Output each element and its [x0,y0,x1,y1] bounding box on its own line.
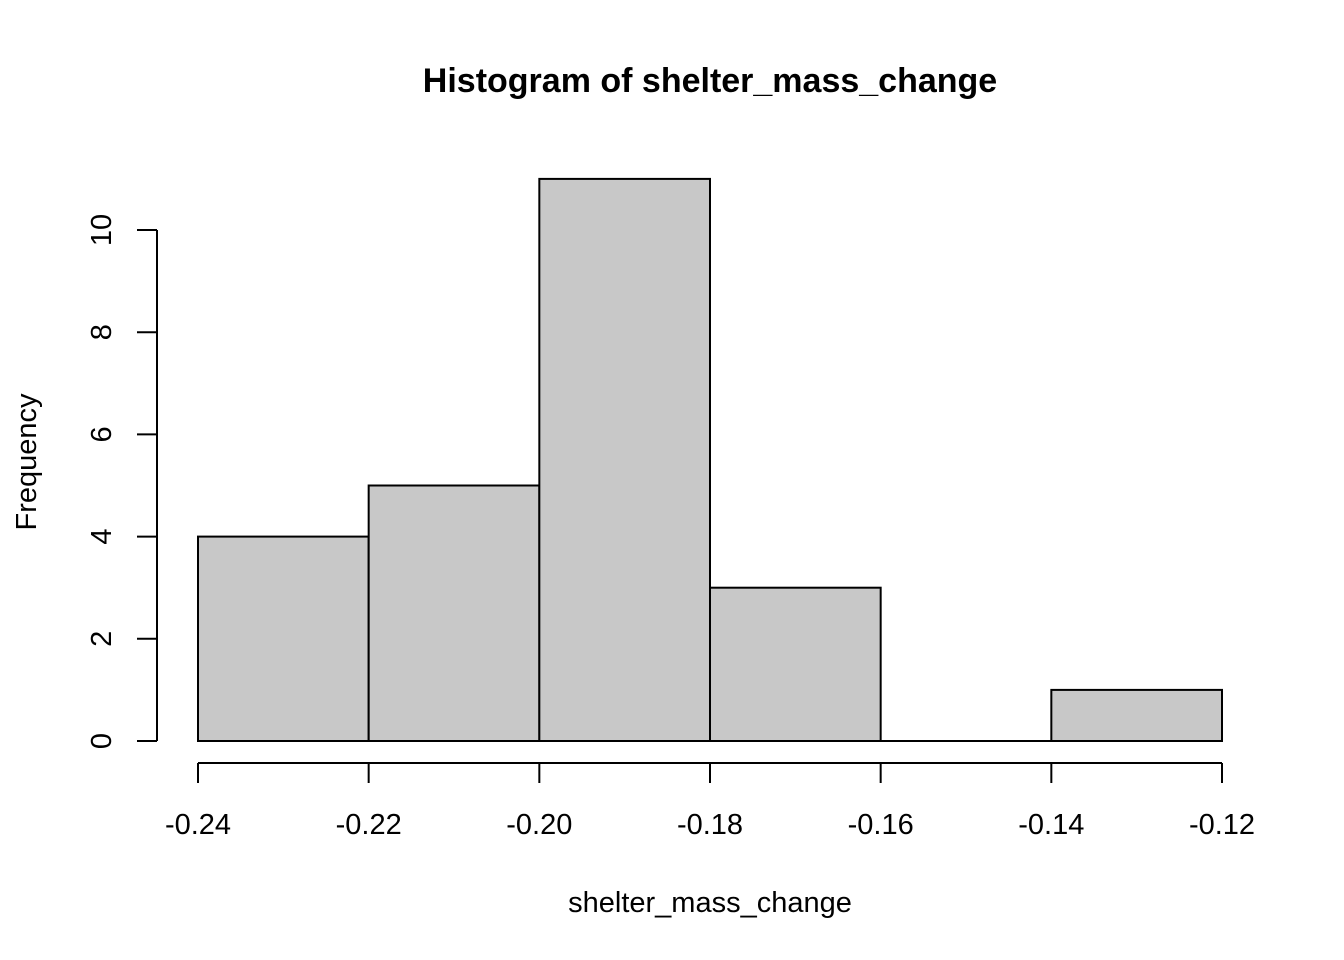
y-axis: 0 2 4 6 8 10 [86,214,158,749]
x-tick-label: -0.12 [1189,809,1255,841]
x-tick-label: -0.14 [1018,809,1084,841]
histogram-bar-2 [538,177,711,742]
y-axis-label: Frequency [11,393,43,531]
chart-title: Histogram of shelter_mass_change [423,62,997,100]
histogram-bar-0 [197,535,370,742]
x-tick-label: -0.22 [336,809,402,841]
histogram-bar-3 [709,586,882,743]
bars-group [197,177,1224,743]
y-tick-label: 8 [86,324,118,340]
x-tick-label: -0.24 [165,809,231,841]
x-tick-label: -0.18 [677,809,743,841]
histogram-bar-1 [367,484,541,742]
y-tick-label: 0 [86,733,118,749]
histogram-bar-5 [1050,688,1224,743]
y-tick-label: 2 [86,631,118,647]
x-axis-label: shelter_mass_change [568,887,852,919]
x-tick-label: -0.16 [848,809,914,841]
y-tick-label: 6 [86,426,118,442]
y-tick-label: 4 [86,529,118,545]
y-tick-label: 10 [86,214,118,246]
x-tick-label: -0.20 [506,809,572,841]
x-axis: -0.24 -0.22 -0.20 -0.18 -0.16 -0.14 -0.12 [165,762,1255,841]
